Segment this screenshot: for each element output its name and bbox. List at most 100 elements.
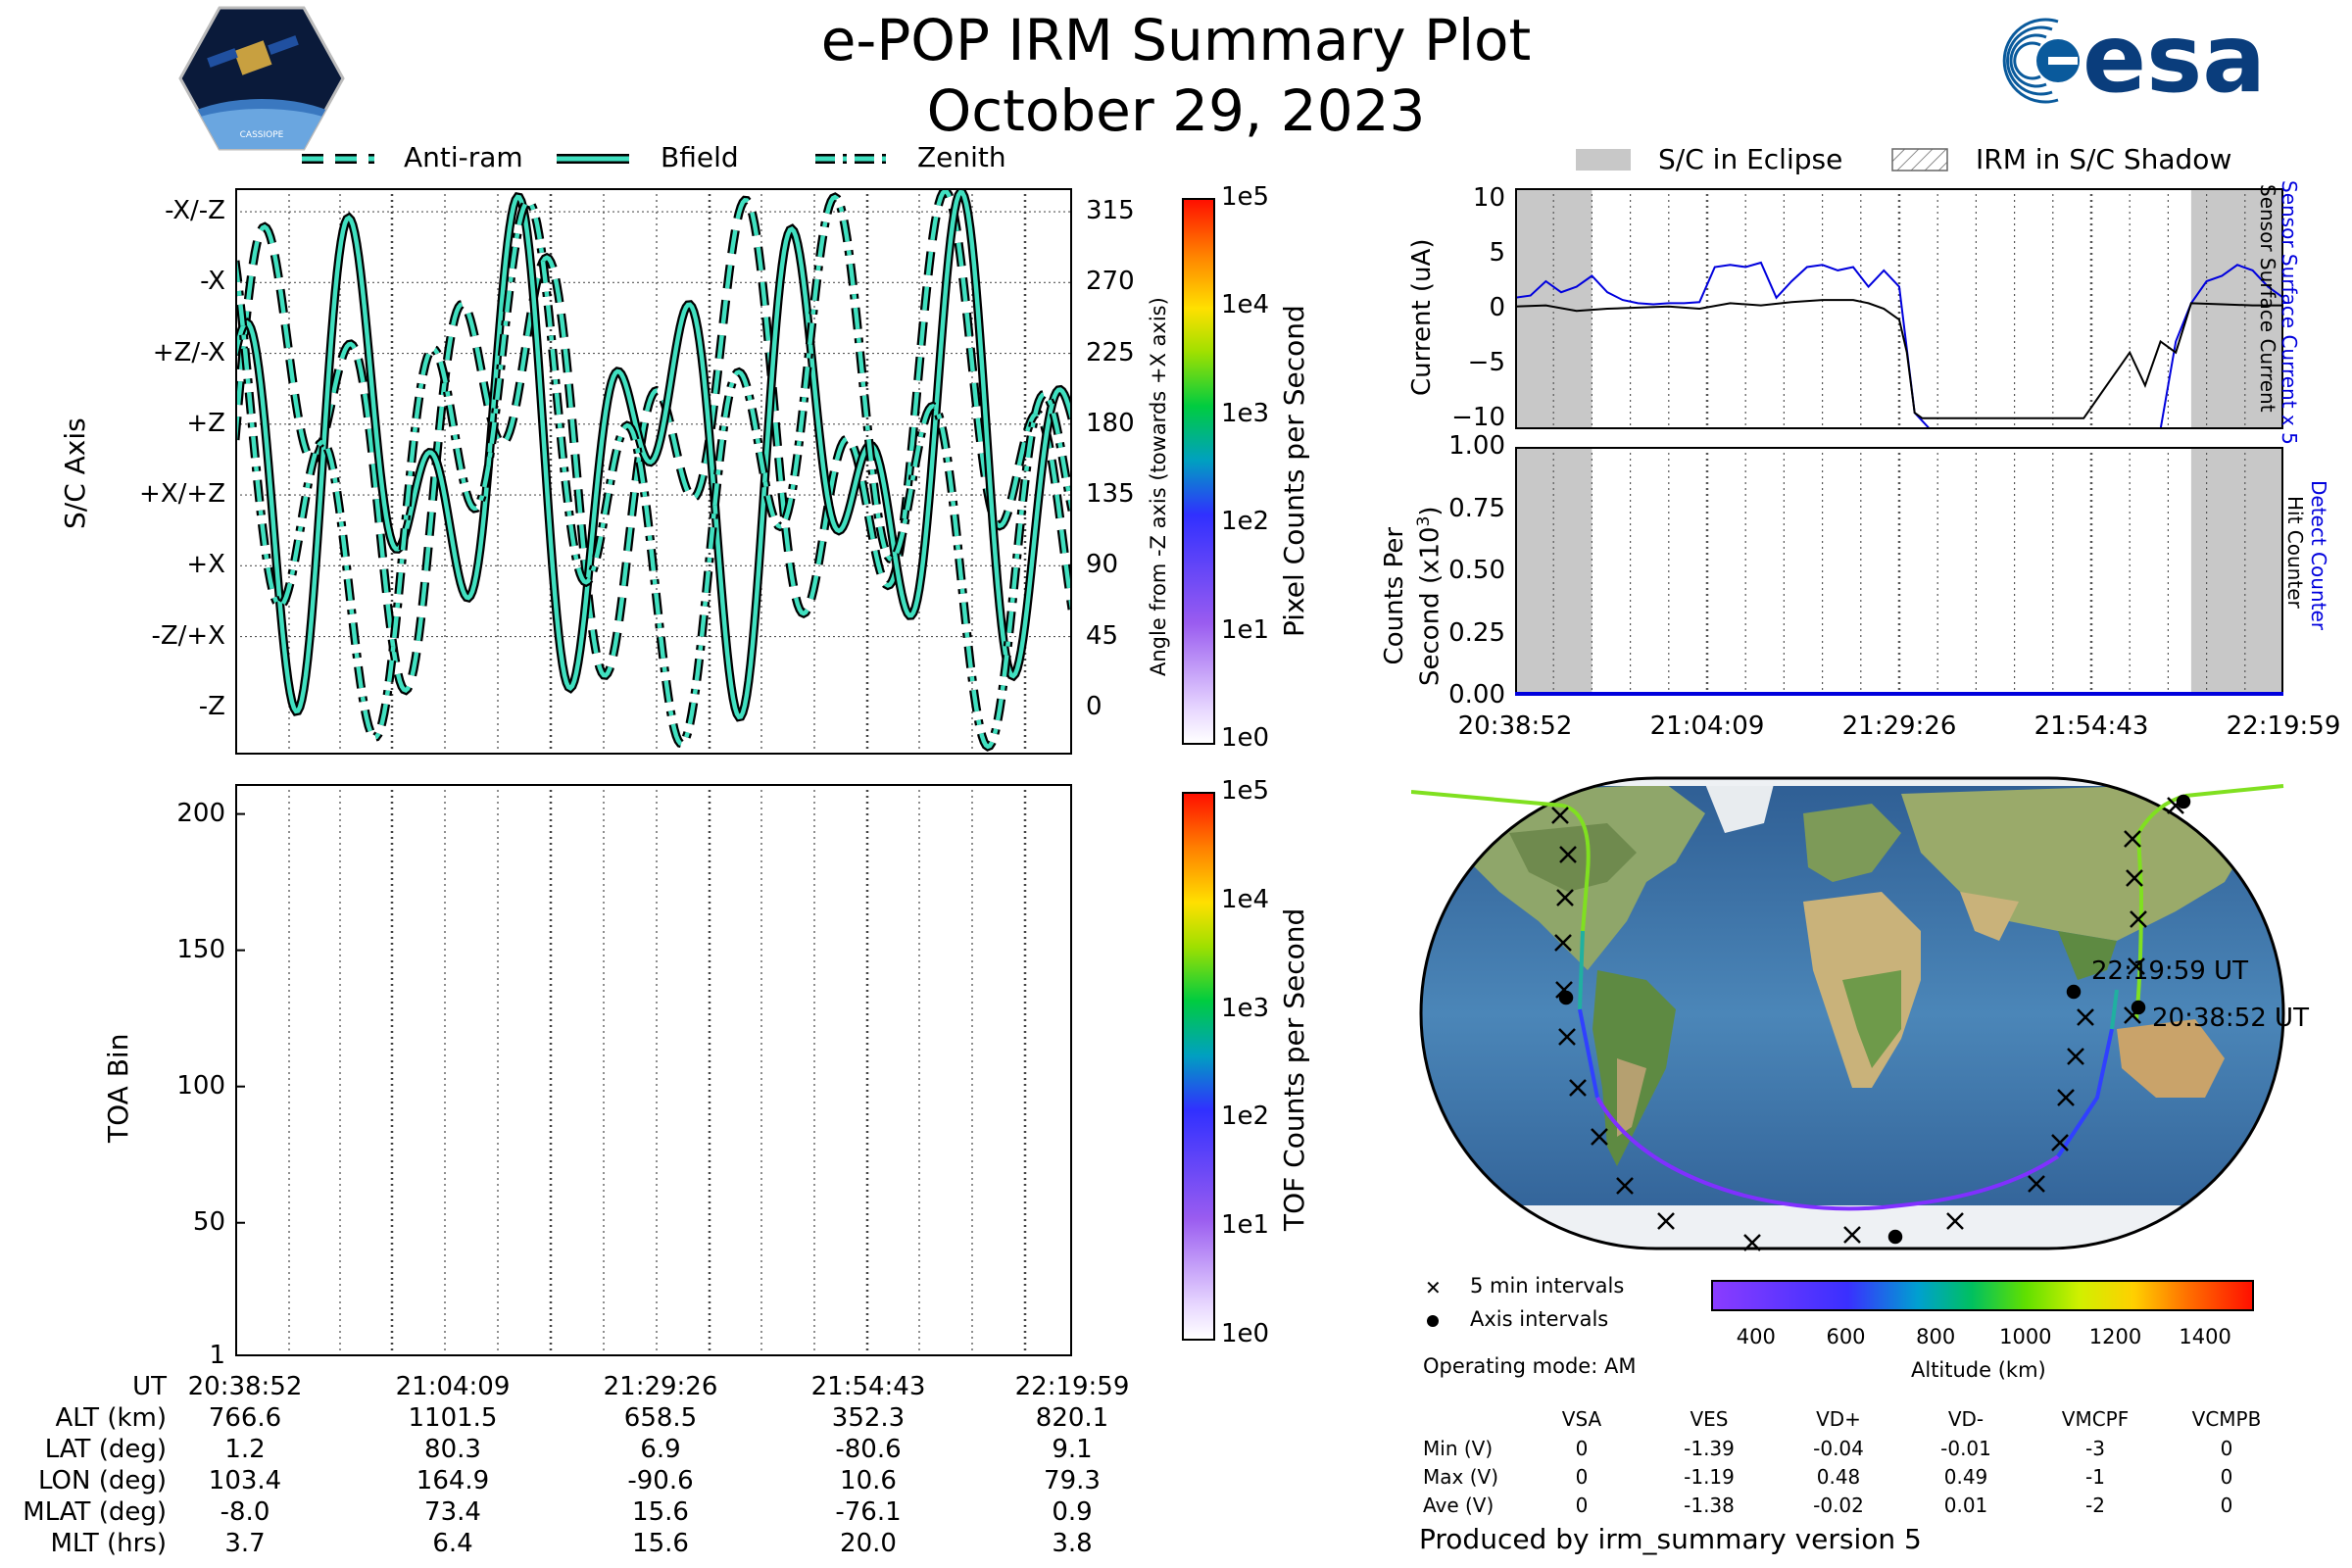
legend-eclipse: S/C in Eclipse [1658,143,1843,175]
toa-ytick: 100 [176,1070,225,1101]
info-row-label: LON (deg) [37,1466,167,1495]
counts-ylabel-line1: Counts Per [1380,526,1409,665]
cross-marker-icon: ✕ [1425,1276,1442,1299]
info-cell: -76.1 [835,1497,902,1527]
altitude-tick: 600 [1826,1325,1866,1348]
eclipse-band [2190,447,2283,696]
page-title: e-POP IRM Summary Plot [820,7,1532,74]
counts-plot [1515,447,2283,696]
info-cell: -80.6 [835,1435,902,1464]
legend-bfield: Bfield [661,141,739,173]
panel_toa-colorbar-tick: 1e3 [1221,993,1270,1023]
five-min-marker [1558,1028,1576,1046]
five-min-marker [1559,846,1577,863]
toa-panel [235,784,1072,1356]
info-cell: 164.9 [416,1466,490,1495]
zenith-curve [235,194,1072,750]
info-cell: 352.3 [831,1403,906,1433]
counts-xtick: 21:29:26 [1841,711,1957,741]
info-cell: 21:04:09 [395,1372,511,1401]
five-min-marker [1591,1128,1608,1146]
info-cell: 20.0 [840,1529,897,1558]
counts-xtick: 21:54:43 [2034,711,2149,741]
legend-dot-label: Axis intervals [1470,1307,1609,1331]
voltage-cell: -1.39 [1684,1437,1735,1460]
voltage-header: VD- [1947,1407,1984,1431]
five-min-marker [1569,1079,1587,1097]
five-min-marker [2126,869,2143,887]
legend-shadow: IRM in S/C Shadow [1976,143,2232,175]
sc-axis-ytick: -Z [198,691,225,721]
voltage-cell: 0 [2220,1494,2233,1517]
map-label-start: 20:38:52 UT [2152,1004,2309,1033]
bfield-curve [235,189,1072,720]
page-date: October 29, 2023 [926,77,1426,144]
dot-marker-icon [1427,1315,1439,1327]
counts-ylabel: Counts Per Second (x103) [1380,506,1446,686]
voltage-cell: -3 [2085,1437,2105,1460]
voltage-cell: 0 [1575,1494,1589,1517]
info-row-label: ALT (km) [55,1403,167,1433]
current-right-label-blue: Sensor Surface Current x 5 [2278,180,2301,445]
axis-interval-marker [2176,794,2191,809]
sc-axis-right-tick: 0 [1086,691,1102,721]
voltage-row-label: Min (V) [1423,1437,1494,1460]
info-cell: 6.9 [640,1435,681,1464]
info-row-label: UT [132,1372,167,1401]
counts-ytick: 0.75 [1448,493,1505,523]
info-cell: -90.6 [627,1466,694,1495]
axis-legend: Anti-ram Bfield Zenith [294,141,1078,180]
panel_toa-colorbar-tick: 1e5 [1221,776,1270,806]
panel_toa-colorbar-tick: 1e2 [1221,1102,1270,1132]
toa-plot [235,784,1072,1356]
anti-ram-curve [235,188,1072,693]
info-cell: 766.6 [208,1403,282,1433]
five-min-marker [2051,1134,2069,1152]
info-cell: 103.4 [208,1466,282,1495]
voltage-cell: 0.49 [1943,1465,1988,1489]
panel_toa-colorbar-tick: 1e0 [1221,1319,1270,1348]
info-cell: 6.4 [432,1529,473,1558]
pixel-colorbar-label: Pixel Counts per Second [1278,305,1310,637]
toa-ytick: 200 [176,798,225,828]
five-min-marker [2067,1048,2084,1065]
info-cell: 3.7 [224,1529,266,1558]
voltage-cell: -1.19 [1684,1465,1735,1489]
altitude-tick: 400 [1736,1325,1776,1348]
altitude-tick: 1200 [2088,1325,2142,1348]
sc-axis-ytick: +Z/-X [152,337,225,368]
counts-ytick: 0.50 [1448,556,1505,585]
info-cell: 658.5 [623,1403,698,1433]
voltage-header: VES [1690,1407,1729,1431]
altitude-colorbar [1711,1280,2254,1311]
current-ytick: 0 [1489,293,1505,322]
current-plot [1515,188,2283,429]
sc-axis-right-tick: 45 [1086,620,1119,651]
panel_toa-colorbar-tick: 1e1 [1221,1210,1270,1241]
info-cell: 10.6 [840,1466,897,1495]
info-row-label: MLT (hrs) [50,1529,168,1558]
footer-text: Produced by irm_summary version 5 [1419,1523,1922,1555]
voltage-cell: 0.48 [1816,1465,1861,1489]
five-min-marker [1843,1226,1861,1244]
sc-axis-right-tick: 180 [1086,408,1135,438]
five-min-marker [2077,1008,2094,1026]
sc-axis-plot [235,188,1072,755]
sc-axis-ytick: -Z/+X [151,620,225,651]
panel_axis-colorbar-tick: 1e4 [1221,290,1270,320]
counts-ytick: 1.00 [1448,431,1505,461]
orbit-map [1410,774,2293,1254]
legend-cross-label: 5 min intervals [1470,1274,1625,1298]
shadow-swatch [1891,148,1948,172]
counts-ytick: 0.00 [1448,680,1505,710]
esa-logo: esa [1989,4,2283,114]
sc-axis-ytick: +X/+Z [139,479,225,510]
map-legend: ✕ 5 min intervals Axis intervals [1421,1274,1715,1343]
toa-ytick: 150 [176,934,225,964]
panel-frame [1515,188,2283,429]
voltage-cell: -0.01 [1940,1437,1991,1460]
series-line [1515,299,2283,419]
cassiope-logo-text: CASSIOPE [240,130,284,140]
counts-xtick: 22:19:59 [2226,711,2341,741]
voltage-header: VSA [1561,1407,1602,1431]
